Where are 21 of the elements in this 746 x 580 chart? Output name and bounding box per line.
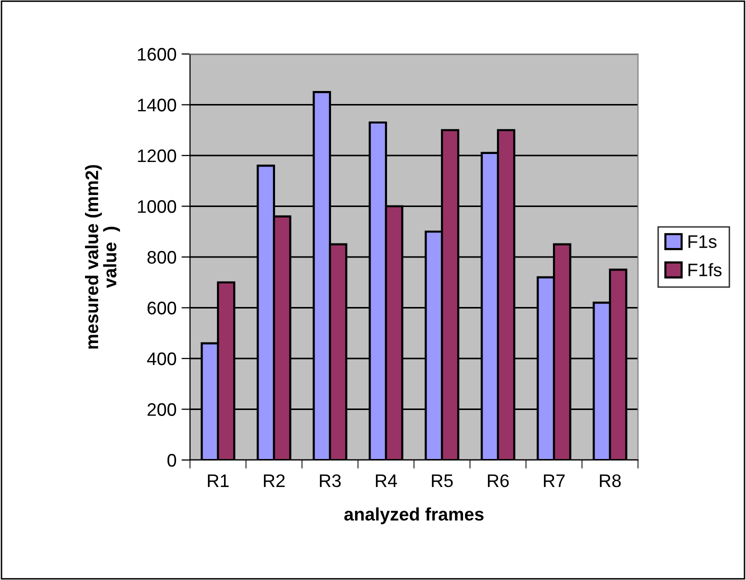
y-tick-label: 1200 xyxy=(138,149,176,162)
x-tick-label: R2 xyxy=(264,474,285,487)
y-tick-label: 400 xyxy=(147,352,176,366)
x-tick-label: R6 xyxy=(488,474,509,488)
y-tick-label: 1000 xyxy=(138,200,176,213)
y-axis-title: mesured value (mm2) value ) xyxy=(85,165,120,349)
legend-label: F1s xyxy=(688,235,716,248)
x-tick-label: R8 xyxy=(600,474,621,488)
x-tick-label: R1 xyxy=(208,474,229,487)
y-tick-label: 800 xyxy=(147,250,176,264)
x-tick-label: R3 xyxy=(320,474,341,488)
x-axis-title: analyzed frames xyxy=(344,507,484,524)
y-tick-label: 1400 xyxy=(138,98,176,112)
y-tick-label: 1600 xyxy=(138,48,176,61)
y-tick-label: 0 xyxy=(167,454,176,467)
y-tick-label: 600 xyxy=(148,302,176,314)
legend-label: F1fs xyxy=(688,263,722,276)
x-tick-label: R5 xyxy=(432,474,453,488)
y-tick-label: 200 xyxy=(148,403,176,416)
x-tick-label: R7 xyxy=(544,474,565,487)
x-tick-label: R4 xyxy=(376,474,398,487)
